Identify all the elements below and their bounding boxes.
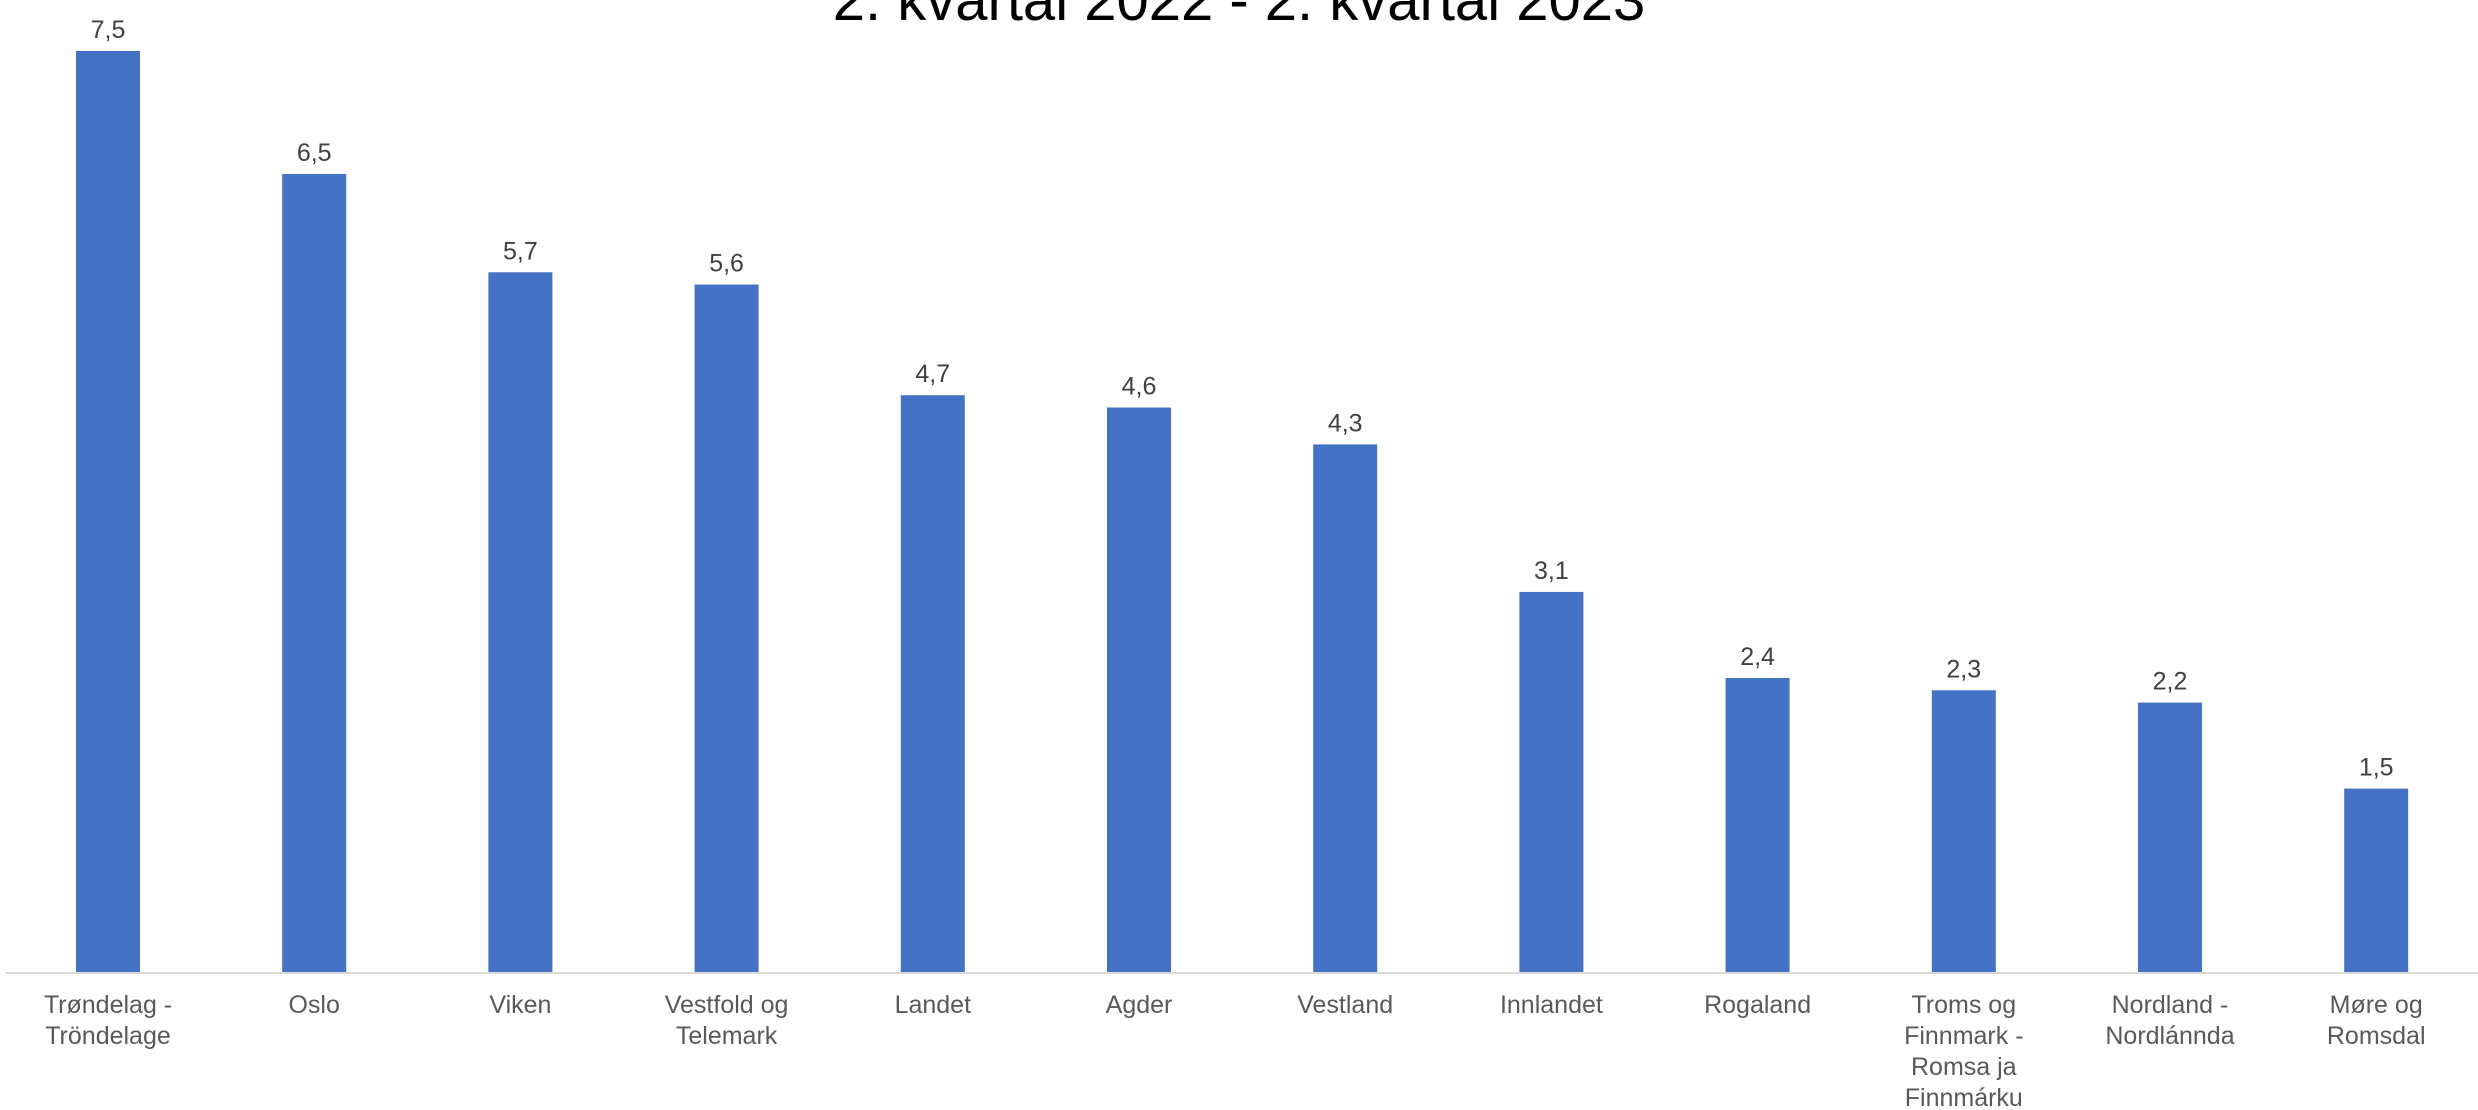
data-label-6: 4,6 [1122, 373, 1157, 401]
category-label-line: Tröndelage [45, 1022, 171, 1050]
data-label-3: 5,7 [503, 237, 538, 265]
category-label-line: Agder [1106, 991, 1173, 1019]
category-label-line: Finnmárku [1905, 1084, 2023, 1110]
bar-11 [2138, 703, 2202, 973]
category-label-line: Møre og [2330, 991, 2423, 1019]
category-label-11: Nordland - Nordlánnda [2105, 991, 2234, 1050]
category-label-line: Viken [489, 991, 551, 1019]
category-label-line: Romsdal [2327, 1022, 2426, 1050]
bar-5 [901, 395, 965, 973]
category-label-8: Innlandet [1500, 991, 1603, 1019]
data-label-7: 4,3 [1328, 409, 1363, 437]
bar-8 [1519, 592, 1583, 973]
category-label-line: Oslo [288, 991, 339, 1019]
category-label-2: Oslo [288, 991, 339, 1019]
category-label-line: Vestland [1297, 991, 1393, 1019]
category-label-7: Vestland [1297, 991, 1393, 1019]
data-label-12: 1,5 [2359, 754, 2394, 782]
data-label-4: 5,6 [709, 250, 744, 278]
category-label-9: Rogaland [1704, 991, 1811, 1019]
category-label-line: Rogaland [1704, 991, 1811, 1019]
data-label-1: 7,5 [91, 16, 126, 44]
bar-10 [1932, 690, 1996, 973]
data-labels-group: 7,5 6,5 5,7 5,6 4,7 4,6 4,3 3,1 2,4 2,3 2,2 1,5 [91, 16, 2394, 782]
category-label-3: Viken [489, 991, 551, 1019]
bar-6 [1107, 408, 1171, 973]
data-label-11: 2,2 [2153, 668, 2188, 696]
category-label-line: Nordlánnda [2105, 1022, 2234, 1050]
data-label-5: 4,7 [915, 360, 950, 388]
category-label-6: Agder [1106, 991, 1173, 1019]
category-label-12: Møre og Romsdal [2327, 991, 2426, 1050]
category-label-line: Vestfold og [665, 991, 789, 1019]
chart-title: 2. kvartal 2022 - 2. kvartal 2023 [833, 0, 1645, 33]
category-label-line: Landet [895, 991, 972, 1019]
data-label-8: 3,1 [1534, 557, 1569, 585]
data-label-2: 6,5 [297, 139, 332, 167]
data-label-10: 2,3 [1946, 655, 1981, 683]
category-label-1: Trøndelag - Tröndelage [44, 991, 172, 1050]
bar-2 [282, 174, 346, 973]
bar-9 [1726, 678, 1790, 973]
category-label-5: Landet [895, 991, 972, 1019]
bar-1 [76, 51, 140, 973]
category-label-line: Troms og [1911, 991, 2016, 1019]
data-label-9: 2,4 [1740, 643, 1775, 671]
bar-3 [488, 272, 552, 973]
category-label-4: Vestfold og Telemark [665, 991, 789, 1050]
category-label-line: Telemark [676, 1022, 778, 1050]
category-label-line: Finnmark - [1904, 1022, 2023, 1050]
category-label-line: Innlandet [1500, 991, 1603, 1019]
bar-4 [695, 285, 759, 973]
category-labels-group: Trøndelag - Tröndelage Oslo Viken Vestfold o… [44, 991, 2426, 1110]
bars-group [76, 51, 2408, 973]
category-label-line: Nordland - [2112, 991, 2229, 1019]
category-label-line: Romsa ja [1911, 1053, 2017, 1081]
category-label-line: Trøndelag - [44, 991, 172, 1019]
bar-7 [1313, 444, 1377, 973]
bar-12 [2344, 789, 2408, 973]
category-label-10: Troms og Finnmark - Romsa ja Finnmárku [1904, 991, 2023, 1110]
